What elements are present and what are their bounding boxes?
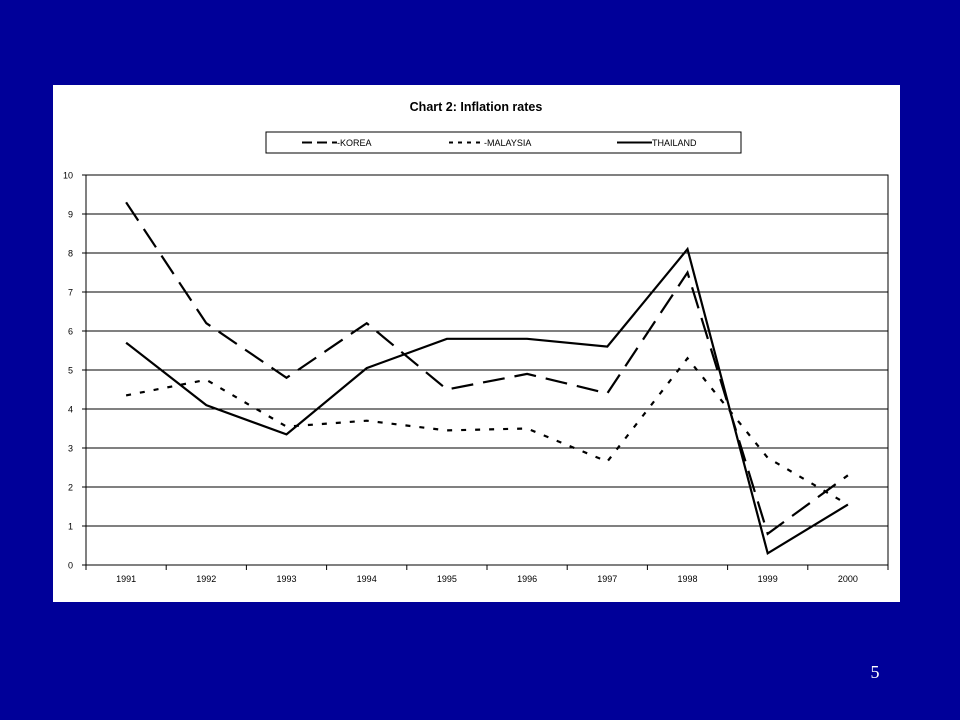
x-tick-label: 1993 [276, 574, 296, 584]
legend-label-korea: -KOREA [337, 138, 372, 148]
y-tick-label: 6 [68, 327, 73, 337]
legend-box [265, 131, 742, 154]
x-tick-label: 2000 [838, 574, 858, 584]
x-tick-label: 1995 [437, 574, 457, 584]
inflation-line-chart: Chart 2: Inflation rates -KOREA -MALAYSIA… [63, 100, 889, 584]
chart-legend: -KOREA -MALAYSIA THAILAND [265, 131, 742, 154]
x-tick-label: 1994 [357, 574, 377, 584]
plot-area: 0 1 2 3 4 5 6 7 8 9 10 1991 1992 1993 1994 1995 1996 199… [63, 171, 889, 584]
x-tick-label: 1992 [196, 574, 216, 584]
y-tick-label: 8 [68, 249, 73, 259]
series-line-malaysia [125, 356, 849, 506]
series-line-korea [125, 201, 849, 536]
y-tick-label: 2 [68, 483, 73, 493]
legend-label-malaysia: -MALAYSIA [484, 138, 531, 148]
legend-label-thailand: THAILAND [652, 138, 697, 148]
slide-number: 5 [870, 662, 880, 682]
x-tick-label: 1996 [517, 574, 537, 584]
series-line-thailand [125, 246, 849, 556]
x-tick-label: 1999 [758, 574, 778, 584]
x-tick-label: 1997 [597, 574, 617, 584]
y-tick-label: 10 [63, 171, 73, 181]
x-tick-label: 1991 [116, 574, 136, 584]
y-tick-label: 0 [68, 561, 73, 571]
chart-panel: Chart 2: Inflation rates -KOREA -MALAYSIA… [53, 85, 900, 602]
y-tick-label: 1 [68, 522, 73, 532]
x-tick-label: 1998 [677, 574, 697, 584]
chart-title: Chart 2: Inflation rates [410, 100, 543, 114]
y-tick-label: 3 [68, 444, 73, 454]
y-tick-label: 7 [68, 288, 73, 298]
y-tick-label: 5 [68, 366, 73, 376]
y-tick-label: 9 [68, 210, 73, 220]
y-tick-label: 4 [68, 405, 73, 415]
